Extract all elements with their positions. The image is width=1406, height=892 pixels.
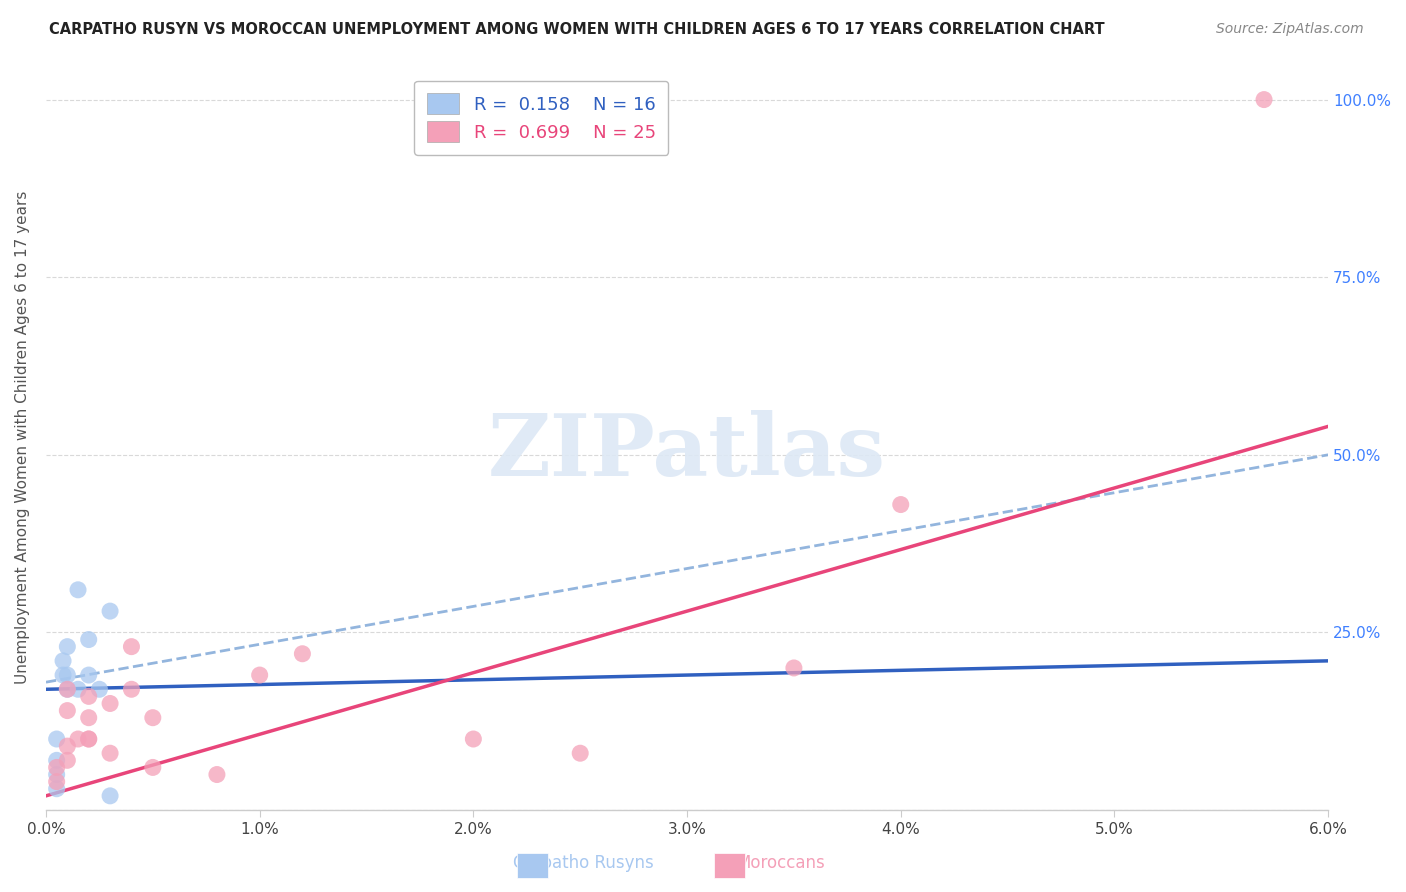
Point bbox=[205, 767, 228, 781]
Text: Carpatho Rusyns: Carpatho Rusyns bbox=[513, 855, 654, 872]
Point bbox=[98, 697, 121, 711]
Point bbox=[45, 781, 67, 796]
Text: Moroccans: Moroccans bbox=[735, 855, 825, 872]
Text: ZIPatlas: ZIPatlas bbox=[488, 410, 886, 494]
Point bbox=[98, 604, 121, 618]
Point bbox=[77, 632, 100, 647]
Point bbox=[56, 682, 79, 697]
Point bbox=[77, 668, 100, 682]
Point bbox=[56, 640, 79, 654]
Point bbox=[142, 760, 165, 774]
Point bbox=[1253, 93, 1275, 107]
Point bbox=[45, 760, 67, 774]
Point bbox=[56, 753, 79, 767]
Point bbox=[66, 582, 89, 597]
Point bbox=[56, 682, 79, 697]
Y-axis label: Unemployment Among Women with Children Ages 6 to 17 years: Unemployment Among Women with Children A… bbox=[15, 190, 30, 684]
Point bbox=[291, 647, 314, 661]
Point bbox=[77, 731, 100, 746]
Point bbox=[98, 789, 121, 803]
Point bbox=[66, 682, 89, 697]
Legend: R =  0.158    N = 16, R =  0.699    N = 25: R = 0.158 N = 16, R = 0.699 N = 25 bbox=[413, 80, 668, 154]
Point bbox=[120, 682, 142, 697]
Point bbox=[890, 498, 912, 512]
Point bbox=[52, 654, 75, 668]
Point bbox=[66, 731, 89, 746]
Point bbox=[77, 711, 100, 725]
Point bbox=[89, 682, 111, 697]
Point bbox=[783, 661, 806, 675]
Text: CARPATHO RUSYN VS MOROCCAN UNEMPLOYMENT AMONG WOMEN WITH CHILDREN AGES 6 TO 17 Y: CARPATHO RUSYN VS MOROCCAN UNEMPLOYMENT … bbox=[49, 22, 1105, 37]
Point bbox=[45, 767, 67, 781]
Point bbox=[52, 668, 75, 682]
Point bbox=[77, 690, 100, 704]
Point bbox=[569, 746, 592, 760]
Point bbox=[45, 731, 67, 746]
Point bbox=[56, 739, 79, 753]
Text: Source: ZipAtlas.com: Source: ZipAtlas.com bbox=[1216, 22, 1364, 37]
Point bbox=[120, 640, 142, 654]
Point bbox=[56, 704, 79, 718]
Point bbox=[77, 731, 100, 746]
Point bbox=[45, 774, 67, 789]
Point bbox=[98, 746, 121, 760]
Point bbox=[142, 711, 165, 725]
Point bbox=[45, 753, 67, 767]
Point bbox=[249, 668, 271, 682]
Point bbox=[463, 731, 485, 746]
Point bbox=[56, 668, 79, 682]
